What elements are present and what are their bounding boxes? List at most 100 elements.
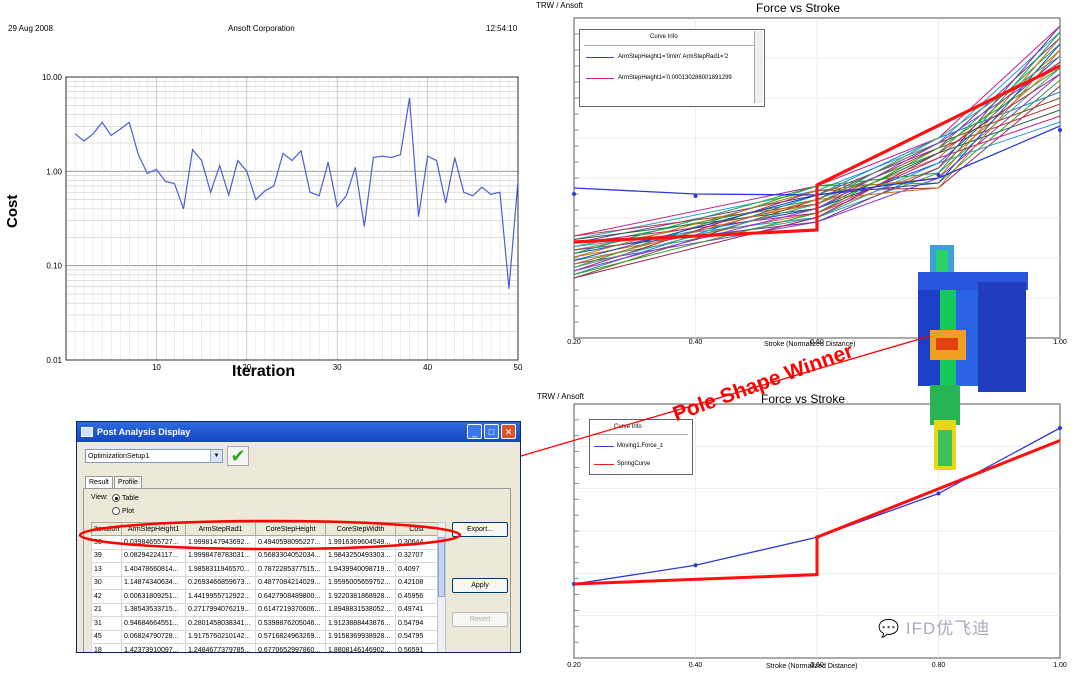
cost-x-axis-label: Iteration: [232, 363, 296, 380]
checkmark-icon[interactable]: ✔: [227, 446, 249, 466]
setup-select[interactable]: OptimizationSetup1 ▼: [85, 449, 223, 463]
top-chart-title: Force vs Stroke: [756, 1, 841, 15]
bottom-legend-title: Curve Info: [614, 424, 642, 430]
setup-select-value: OptimizationSetup1: [88, 453, 150, 460]
cost-y-tick-label: 10.00: [42, 73, 63, 82]
report-company: Ansoft Corporation: [228, 24, 295, 33]
legend-swatch-blue: [594, 446, 614, 447]
cost-x-tick-label: 30: [333, 363, 342, 372]
top-design-curve: [573, 61, 1061, 272]
wechat-icon: 💬: [878, 619, 906, 638]
cost-y-tick-label: 1.00: [46, 167, 62, 176]
top-design-curve: [573, 25, 1061, 237]
cost-y-ticks: 10.00 1.00 0.10 0.01: [42, 73, 63, 365]
result-panel: [83, 488, 511, 652]
table-row[interactable]: 30 1.14874340634... 0.2693466859673... 0.48…: [91, 575, 438, 590]
table-row[interactable]: 13 1.40478660814... 1.9858311946570... 0.78…: [91, 562, 438, 577]
bottom-force-marker: [936, 491, 941, 496]
bottom-x-tick-label: 0.80: [932, 662, 946, 669]
export-button[interactable]: Export...: [452, 522, 508, 537]
cost-grid: [65, 77, 519, 361]
top-x-tick-label: 1.00: [1053, 339, 1067, 346]
window-icon: [81, 427, 93, 437]
top-design-curve: [573, 73, 1061, 279]
top-blue-marker: [1058, 128, 1062, 132]
table-header-row: Iteration ArmStepHeight1 ArmStepRad1 Cor…: [91, 522, 438, 536]
radio-unselected-icon: [112, 507, 120, 515]
bottom-force-marker: [1058, 426, 1062, 430]
bottom-legend-item-2: SpringCurve: [617, 461, 651, 467]
legend-swatch-magenta: [586, 78, 614, 79]
top-x-tick-label: 0.20: [567, 339, 581, 346]
table-row[interactable]: 31 0.94684664551... 0.2801458038341... 0.53…: [91, 616, 438, 631]
cost-x-ticks: 10 20 30 40 50: [152, 363, 523, 372]
watermark: 💬 IFD优飞迪: [878, 619, 991, 638]
legend-divider: [593, 434, 688, 435]
table-row[interactable]: 42 0.00631809251... 1.4419955712922... 0.64…: [91, 589, 438, 604]
report-date: 29 Aug 2008: [8, 24, 53, 33]
legend-swatch-blue: [586, 57, 614, 58]
view-label: View:: [91, 494, 108, 501]
scrollbar-thumb[interactable]: [438, 537, 445, 597]
cost-x-tick-label: 10: [152, 363, 161, 372]
top-design-curve: [573, 49, 1061, 265]
bottom-x-axis-label: Stroke (Normalized Distance): [766, 663, 858, 670]
top-legend-box: Curve Info ArmStepHeight1='0mm' ArmStepR…: [579, 29, 765, 107]
cost-y-tick-label: 0.01: [46, 356, 62, 365]
top-x-tick-label: 0.40: [689, 339, 703, 346]
cost-x-tick-label: 40: [423, 363, 432, 372]
legend-divider: [584, 45, 756, 46]
tab-result[interactable]: Result: [85, 476, 113, 489]
top-legend-item-1: ArmStepHeight1='0mm' ArmStepRad1='2: [618, 54, 729, 60]
results-table: Iteration ArmStepHeight1 ArmStepRad1 Cor…: [91, 522, 438, 652]
bottom-force-marker: [693, 563, 698, 568]
legend-scrollbar[interactable]: [754, 31, 763, 103]
cost-series-line: [74, 97, 519, 289]
top-legend-item-2: ArmStepHeight1='0.000130288001891299: [618, 75, 732, 81]
bottom-x-tick-label: 0.40: [689, 662, 703, 669]
table-row[interactable]: 18 1.42373910097... 1.2484677379785... 0.67…: [91, 643, 438, 652]
top-blue-marker: [936, 173, 941, 177]
bottom-x-tick-label: 0.20: [567, 662, 581, 669]
revert-button[interactable]: Revert: [452, 612, 508, 627]
bottom-chart-title: Force vs Stroke: [761, 392, 846, 406]
legend-swatch-red: [594, 464, 614, 465]
bottom-x-tick-label: 0.60: [810, 662, 824, 669]
cost-plot-frame: [65, 76, 519, 361]
top-chart-source: TRW / Ansoft: [536, 1, 583, 10]
chevron-down-icon[interactable]: ▼: [210, 450, 222, 462]
post-analysis-dialog: Post Analysis Display _ □ ✕ Optimization…: [76, 421, 521, 653]
bottom-x-tick-label: 1.00: [1053, 662, 1067, 669]
top-blue-marker: [572, 192, 576, 196]
bottom-legend-box: Curve Info Moving1.Force_z SpringCurve: [589, 419, 693, 475]
close-icon[interactable]: ✕: [501, 424, 516, 439]
bottom-spring-curve: [573, 439, 1061, 586]
table-scrollbar[interactable]: [437, 522, 446, 652]
radio-selected-icon: [112, 494, 120, 502]
view-plot-label: Plot: [122, 507, 135, 515]
report-time: 12:54:10: [486, 24, 518, 33]
cost-x-tick-label: 20: [242, 363, 251, 372]
cost-x-tick-label: 50: [514, 363, 523, 372]
view-table-radio[interactable]: Table: [112, 494, 139, 502]
top-spring-curve: [573, 64, 1061, 244]
view-table-label: Table: [122, 494, 139, 502]
view-plot-radio[interactable]: Plot: [112, 507, 134, 515]
top-design-curve: [573, 67, 1061, 275]
tab-profile[interactable]: Profile: [114, 476, 142, 489]
column-header-armsteprad1[interactable]: ArmStepRad1: [185, 522, 256, 536]
bottom-legend-item-1: Moving1.Force_z: [617, 443, 664, 449]
apply-button[interactable]: Apply: [452, 578, 508, 593]
minimize-icon[interactable]: _: [467, 424, 482, 439]
top-blue-marker: [693, 194, 698, 198]
maximize-icon[interactable]: □: [484, 424, 499, 439]
table-row[interactable]: 21 1.38543533715... 0.2717994076219... 0.61…: [91, 602, 438, 617]
dialog-title: Post Analysis Display: [97, 427, 191, 437]
top-legend-title: Curve Info: [650, 34, 678, 40]
top-x-axis-label: Stroke (Normalized Distance): [764, 341, 856, 348]
best-row-highlight-ellipse: [78, 519, 462, 551]
dialog-titlebar[interactable]: Post Analysis Display: [77, 422, 520, 442]
cost-y-tick-label: 0.10: [46, 262, 62, 271]
